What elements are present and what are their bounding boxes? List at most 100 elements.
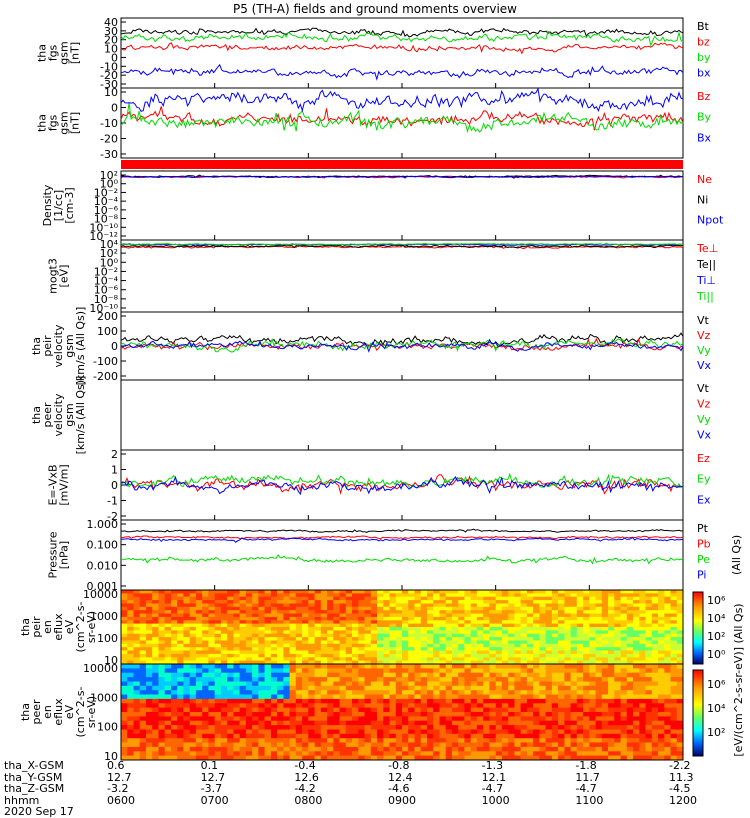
heatmap-cell bbox=[358, 647, 365, 651]
heatmap-cell bbox=[308, 630, 315, 635]
heatmap-cell bbox=[289, 653, 297, 658]
heatmap-cell bbox=[252, 742, 259, 748]
heatmap-cell bbox=[164, 664, 172, 669]
heatmap-cell bbox=[452, 593, 459, 598]
heatmap-cell bbox=[352, 681, 359, 687]
heatmap-cell bbox=[439, 738, 447, 743]
heatmap-cell bbox=[164, 603, 172, 608]
heatmap-cell bbox=[414, 610, 422, 614]
heatmap-cell bbox=[458, 664, 465, 669]
heatmap-cell bbox=[171, 593, 178, 598]
heatmap-cell bbox=[595, 650, 603, 655]
heatmap-cell bbox=[383, 712, 390, 717]
heatmap-cell bbox=[270, 630, 278, 635]
heatmap-cell bbox=[220, 616, 228, 621]
heatmap-cell bbox=[327, 755, 334, 761]
y-tick-label: -30 bbox=[100, 148, 118, 161]
heatmap-cell bbox=[558, 650, 565, 655]
heatmap-cell bbox=[127, 746, 134, 752]
heatmap-cell bbox=[651, 613, 659, 618]
heatmap-cell bbox=[545, 623, 553, 628]
heatmap-cell bbox=[314, 623, 322, 628]
heatmap-cell bbox=[676, 751, 684, 757]
heatmap-cell bbox=[189, 664, 197, 669]
heatmap-cell bbox=[389, 690, 397, 695]
heatmap-cell bbox=[146, 703, 153, 709]
heatmap-cell bbox=[601, 627, 609, 631]
heatmap-cell bbox=[220, 637, 228, 641]
heatmap-cell bbox=[452, 664, 459, 669]
y-tick-label: 100 bbox=[97, 325, 118, 338]
heatmap-cell bbox=[245, 613, 253, 618]
heatmap-cell bbox=[227, 637, 234, 641]
heatmap-cell bbox=[427, 698, 434, 704]
heatmap-cell bbox=[314, 643, 322, 648]
heatmap-cell bbox=[302, 733, 309, 739]
heatmap-cell bbox=[345, 606, 353, 611]
heatmap-cell bbox=[483, 600, 490, 604]
heatmap-cell bbox=[389, 627, 397, 631]
heatmap-cell bbox=[239, 640, 247, 645]
heatmap-cell bbox=[158, 650, 166, 655]
heatmap-cell bbox=[389, 672, 397, 678]
heatmap-cell bbox=[433, 613, 440, 618]
heatmap-cell bbox=[576, 596, 584, 601]
heatmap-cell bbox=[214, 613, 222, 618]
heatmap-cell bbox=[270, 703, 278, 709]
heatmap-cell bbox=[227, 600, 234, 604]
axis-label: Density bbox=[41, 184, 54, 226]
y-tick-label: 1000 bbox=[90, 610, 118, 623]
heatmap-cell bbox=[608, 600, 615, 604]
heatmap-cell bbox=[595, 600, 603, 604]
heatmap-cell bbox=[464, 660, 471, 665]
heatmap-cell bbox=[489, 630, 496, 635]
heatmap-cell bbox=[576, 620, 584, 625]
heatmap-cell bbox=[458, 593, 465, 598]
heatmap-cell bbox=[676, 703, 684, 709]
heatmap-cell bbox=[420, 729, 428, 735]
heatmap-cell bbox=[501, 627, 509, 631]
heatmap-cell bbox=[583, 725, 590, 730]
heatmap-cell bbox=[501, 606, 509, 611]
heatmap-cell bbox=[345, 616, 353, 621]
heatmap-cell bbox=[283, 677, 290, 682]
heatmap-cell bbox=[651, 660, 659, 665]
heatmap-cell bbox=[576, 630, 584, 635]
heatmap-cell bbox=[283, 633, 290, 638]
heatmap-cell bbox=[670, 647, 678, 651]
heatmap-cell bbox=[314, 664, 322, 669]
heatmap-cell bbox=[483, 590, 490, 594]
heatmap-cell bbox=[514, 694, 521, 700]
heatmap-cell bbox=[127, 668, 134, 674]
heatmap-cell bbox=[245, 720, 253, 726]
heatmap-cell bbox=[127, 738, 134, 743]
heatmap-cell bbox=[545, 590, 553, 594]
heatmap-cell bbox=[214, 698, 222, 704]
heatmap-cell bbox=[626, 600, 634, 604]
heatmap-cell bbox=[189, 738, 197, 743]
heatmap-cell bbox=[183, 620, 190, 625]
heatmap-cell bbox=[601, 650, 609, 655]
heatmap-cell bbox=[358, 650, 365, 655]
heatmap-cell bbox=[383, 672, 390, 678]
heatmap-cell bbox=[302, 596, 309, 601]
colorbar-tick: 10⁴ bbox=[707, 612, 726, 625]
heatmap-cell bbox=[389, 660, 397, 665]
heatmap-cell bbox=[302, 603, 309, 608]
heatmap-cell bbox=[651, 677, 659, 682]
heatmap-cell bbox=[158, 733, 166, 739]
heatmap-cell bbox=[164, 707, 172, 713]
heatmap-cell bbox=[358, 725, 365, 730]
heatmap-cell bbox=[277, 650, 284, 655]
heatmap-cell bbox=[589, 653, 596, 658]
heatmap-cell bbox=[302, 694, 309, 700]
legend-Pe: Pe bbox=[697, 553, 710, 566]
heatmap-cell bbox=[289, 616, 297, 621]
heatmap-cell bbox=[364, 593, 372, 598]
heatmap-cell bbox=[358, 685, 365, 691]
heatmap-cell bbox=[327, 657, 334, 662]
heatmap-cell bbox=[202, 653, 209, 658]
heatmap-cell bbox=[501, 633, 509, 638]
heatmap-cell bbox=[508, 647, 515, 651]
heatmap-cell bbox=[520, 716, 528, 722]
